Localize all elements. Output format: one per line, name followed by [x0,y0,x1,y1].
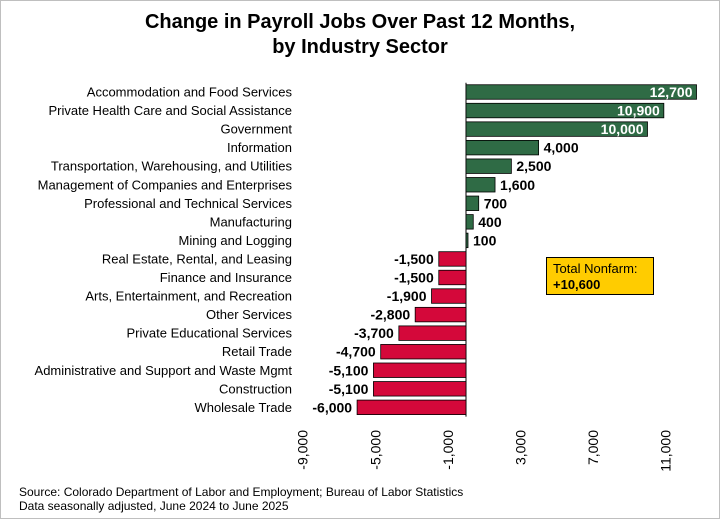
chart-title-line-1: Change in Payroll Jobs Over Past 12 Mont… [144,11,576,33]
value-label-11: -1,900 [387,288,427,304]
value-label-10: -1,500 [394,270,434,286]
value-label-9: -1,500 [394,251,434,267]
chart-footer: Source: Colorado Department of Labor and… [19,485,463,513]
value-label-12: -2,800 [370,307,410,323]
bar-11 [431,288,467,304]
x-tick-label-0: -9,000 [295,430,311,470]
callout-label: Total Nonfarm: [553,261,638,276]
value-label-2: 10,000 [601,121,644,137]
bar-10 [438,269,467,286]
bar-15 [373,362,467,378]
category-label-7: Manufacturing [210,214,292,229]
value-label-17: -6,000 [312,399,352,415]
value-label-8: 100 [473,232,497,248]
category-label-14: Retail Trade [222,344,292,359]
bar-1 [465,102,665,119]
value-label-7: 400 [478,214,502,230]
bar-13 [398,325,467,341]
category-label-5: Management of Companies and Enterprises [38,177,293,192]
bar-8 [465,232,469,249]
x-tick-label-3: 3,000 [512,430,528,465]
category-label-6: Professional and Technical Services [84,196,292,211]
category-label-11: Arts, Entertainment, and Recreation [85,289,292,304]
bar-2 [465,121,648,137]
bar-5 [465,177,496,193]
category-label-2: Government [220,122,292,137]
bar-14 [380,344,467,360]
chart-title-line-2: by Industry Sector [272,36,448,58]
value-label-3: 4,000 [544,140,579,156]
category-label-12: Other Services [206,307,292,322]
x-tick-label-2: -1,000 [440,430,456,470]
category-label-10: Finance and Insurance [160,270,292,285]
bar-12 [414,306,467,323]
category-label-8: Mining and Logging [179,233,292,248]
bar-0 [465,84,697,100]
bar-7 [465,214,474,230]
value-label-13: -3,700 [354,325,394,341]
value-label-4: 2,500 [516,158,551,174]
bar-4 [465,158,512,174]
category-label-4: Transportation, Warehousing, and Utiliti… [51,159,293,174]
category-label-3: Information [227,140,292,155]
value-label-14: -4,700 [336,344,376,360]
category-label-13: Private Educational Services [127,326,293,341]
bar-6 [465,195,480,211]
bar-9 [438,251,467,267]
category-label-15: Administrative and Support and Waste Mgm… [35,363,293,378]
bar-3 [465,139,539,156]
total-nonfarm-callout: Total Nonfarm: +10,600 [546,257,654,295]
callout-value: +10,600 [553,277,601,292]
x-tick-label-1: -5,000 [367,430,383,470]
category-label-17: Wholesale Trade [194,400,292,415]
x-tick-label-5: 11,000 [658,430,674,472]
value-label-6: 700 [484,195,508,211]
value-label-5: 1,600 [500,177,535,193]
value-label-15: -5,100 [329,362,369,378]
bar-16 [373,381,467,397]
category-label-1: Private Health Care and Social Assistanc… [48,103,292,118]
x-tick-label-4: 7,000 [585,430,601,465]
bar-17 [356,399,467,416]
value-label-1: 10,900 [617,103,660,119]
source-note: Source: Colorado Department of Labor and… [19,485,464,499]
chart-title: Change in Payroll Jobs Over Past 12 Mont… [0,10,720,60]
data-note: Data seasonally adjusted, June 2024 to J… [19,499,289,513]
value-label-16: -5,100 [329,381,369,397]
value-label-0: 12,700 [650,84,693,100]
category-label-9: Real Estate, Rental, and Leasing [102,251,292,266]
category-label-16: Construction [219,381,292,396]
category-label-0: Accommodation and Food Services [87,85,293,100]
